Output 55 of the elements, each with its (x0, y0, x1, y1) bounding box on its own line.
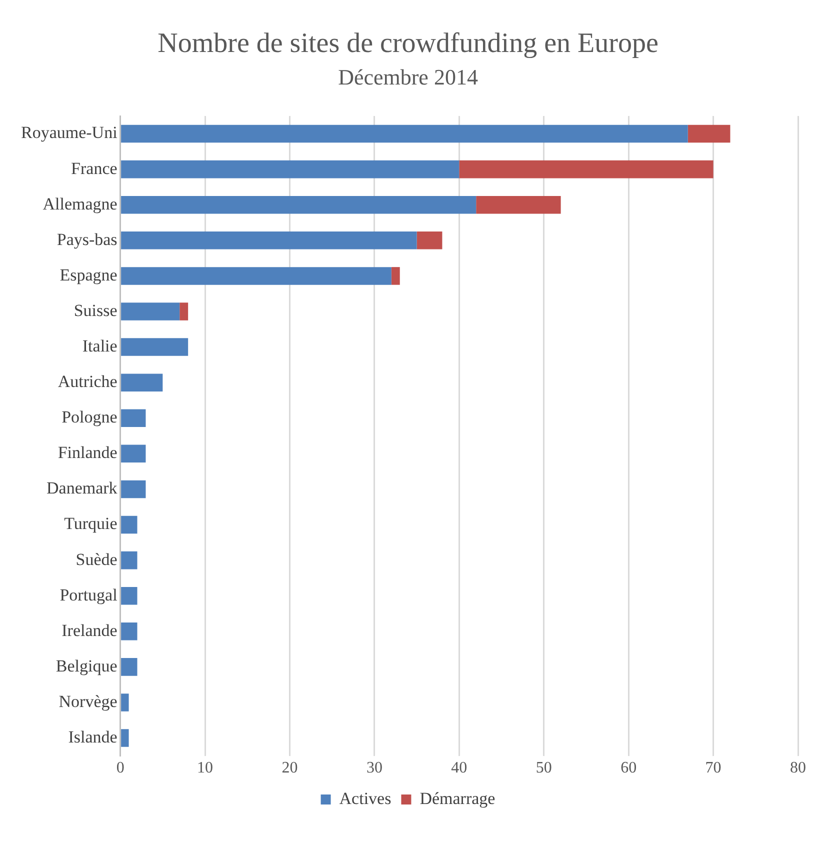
chart-subtitle: Décembre 2014 (338, 64, 478, 90)
y-tick-label: Turquie (64, 514, 118, 534)
y-tick-label: Belgique (56, 656, 118, 676)
y-tick-label: Italie (82, 336, 118, 356)
legend-label: Démarrage (420, 788, 496, 808)
bar (476, 196, 561, 214)
bar (121, 444, 146, 463)
bar (121, 124, 688, 143)
bar (459, 160, 714, 178)
bar (121, 694, 129, 712)
y-tick-label: Norvège (58, 692, 118, 711)
y-tick-label: Allemagne (42, 194, 118, 214)
y-tick-label: France (71, 158, 118, 178)
bar (416, 232, 442, 250)
bar (121, 232, 417, 250)
bar (180, 302, 188, 320)
y-tick-label: Pays-bas (56, 230, 118, 249)
y-tick-label: Pologne (62, 408, 118, 427)
y-tick-label: Espagne (60, 265, 118, 284)
y-tick-label: Portugal (60, 585, 118, 604)
bar (121, 302, 180, 320)
x-tick-label: 20 (282, 760, 298, 777)
legend-label: Actives (339, 788, 392, 808)
bar (121, 729, 129, 747)
bar (121, 409, 146, 428)
bar (121, 551, 138, 570)
x-tick-label: 60 (620, 760, 637, 777)
bar (121, 196, 476, 214)
y-tick-label: Finlande (58, 443, 118, 462)
y-tick-label: Suisse (74, 300, 118, 320)
bar (121, 480, 146, 498)
y-tick-label: Danemark (46, 478, 118, 498)
y-tick-label: Suède (76, 550, 118, 569)
x-tick-label: 80 (790, 760, 806, 777)
x-tick-label: 50 (536, 760, 552, 777)
bar (121, 586, 138, 605)
bar (121, 338, 188, 356)
x-tick-label: 40 (451, 760, 468, 777)
x-tick-label: 30 (366, 760, 382, 777)
bar (121, 160, 460, 178)
bar (121, 267, 392, 285)
bar (391, 267, 400, 285)
chart-title: Nombre de sites de crowdfunding en Europe (158, 28, 658, 60)
bar (688, 124, 730, 143)
x-tick-label: 0 (116, 760, 124, 777)
bar (121, 374, 163, 392)
y-tick-label: Irelande (62, 620, 118, 640)
x-tick-label: 10 (197, 760, 214, 777)
bar (121, 516, 138, 534)
x-tick-label: 70 (705, 760, 722, 777)
y-tick-label: Autriche (58, 372, 118, 392)
bar (121, 622, 138, 640)
y-tick-label: Islande (68, 727, 118, 746)
y-tick-label: Royaume-Uni (20, 123, 118, 142)
bar (121, 658, 138, 676)
